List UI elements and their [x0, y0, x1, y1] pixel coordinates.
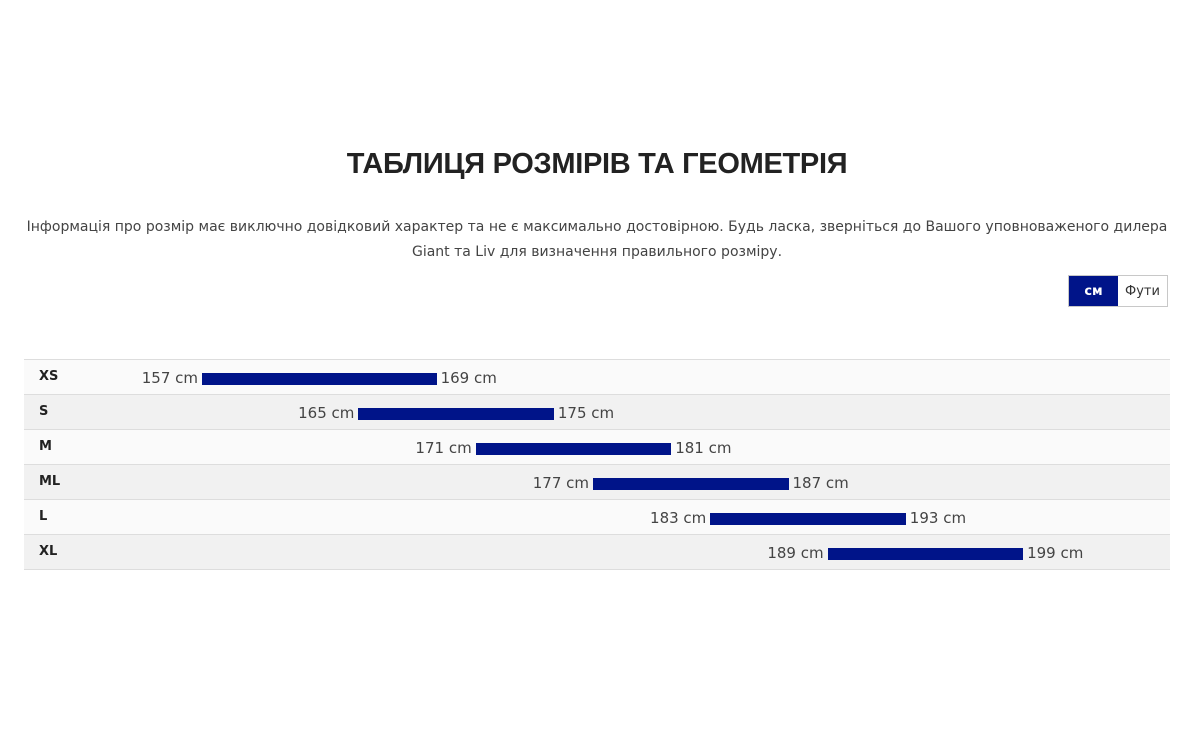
height-max-label: 199 cm: [1027, 544, 1084, 562]
height-max-label: 193 cm: [909, 509, 967, 527]
height-min-label: 171 cm: [415, 439, 472, 457]
size-row-ml: ML 177 cm 187 cm: [24, 465, 1170, 500]
size-row-xs: XS 157 cm 169 cm: [24, 360, 1170, 395]
height-range-bar: [593, 478, 789, 490]
height-min-label: 157 cm: [141, 369, 198, 387]
size-label: L: [39, 509, 48, 524]
height-max-label: 181 cm: [675, 439, 732, 457]
size-label: XS: [39, 369, 59, 384]
height-range-bar: [358, 408, 554, 420]
height-range-bar: [475, 443, 672, 455]
height-max-label: 175 cm: [557, 404, 615, 422]
size-label: XL: [39, 544, 58, 559]
size-row-s: S 165 cm 175 cm: [24, 395, 1170, 430]
size-row-m: M 171 cm 181 cm: [24, 430, 1170, 465]
height-min-label: 165 cm: [298, 404, 355, 422]
height-min-label: 177 cm: [532, 474, 589, 492]
size-row-xl: XL 189 cm 199 cm: [24, 535, 1170, 570]
height-range-bar: [202, 373, 437, 385]
height-range-bar: [710, 513, 906, 525]
size-label: S: [39, 404, 49, 419]
height-min-label: 189 cm: [767, 544, 824, 562]
size-label: M: [39, 439, 52, 454]
height-min-label: 183 cm: [650, 509, 707, 527]
size-label: ML: [39, 474, 61, 489]
size-table: XS 157 cm 169 cm S 165 cm 175 cm M 171 c…: [24, 359, 1170, 570]
size-row-l: L 183 cm 193 cm: [24, 500, 1170, 535]
height-max-label: 169 cm: [440, 369, 497, 387]
height-max-label: 187 cm: [792, 474, 849, 492]
height-range-bar: [827, 548, 1024, 560]
unit-cm-button[interactable]: см: [1069, 276, 1118, 306]
unit-toggle: см Фути: [1068, 275, 1168, 307]
size-disclaimer: Інформація про розмір має виключно довід…: [26, 219, 1168, 260]
page-title: ТАБЛИЦЯ РОЗМІРІВ ТА ГЕОМЕТРІЯ: [346, 148, 848, 180]
unit-feet-button[interactable]: Фути: [1118, 276, 1167, 306]
